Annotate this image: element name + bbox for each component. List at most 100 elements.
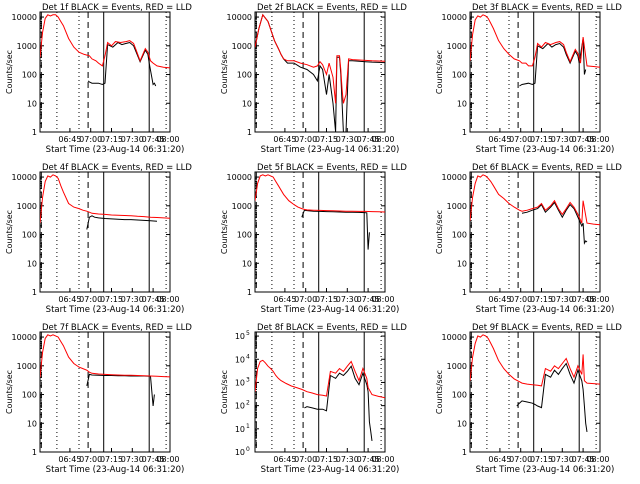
- panel-title: Det 5f BLACK = Events, RED = LLD: [257, 163, 407, 173]
- y-tick-label-exponent: 3: [246, 376, 250, 383]
- plot-frame: [254, 11, 386, 133]
- panel-7: Det 7f BLACK = Events, RED = LLD 1 10 100 10…: [5, 323, 192, 475]
- y-tick-label: 1000: [232, 202, 252, 211]
- x-axis-label: Start Time (23-Aug-14 06:31:20): [261, 305, 400, 315]
- y-tick-label: 1000: [17, 202, 37, 211]
- y-tick-label: 1000: [447, 202, 467, 211]
- y-tick-label: 1000: [232, 42, 252, 51]
- x-axis-label: Start Time (23-Aug-14 06:31:20): [476, 305, 615, 315]
- y-tick-label: 10000: [12, 13, 37, 22]
- x-tick-label: 07:00: [294, 295, 317, 304]
- series-line-events: [521, 201, 588, 245]
- y-tick-label: 10000: [442, 13, 467, 22]
- x-tick-label: 06:45: [273, 455, 296, 464]
- y-tick-label: 1: [462, 128, 467, 137]
- panel-6: Det 6f BLACK = Events, RED = LLD 1 10 100 10…: [435, 163, 622, 315]
- x-tick-label: 07:45: [142, 135, 165, 144]
- y-tick-label: 10: [457, 99, 467, 108]
- x-tick-label: 07:45: [142, 455, 165, 464]
- x-tick-label: 07:15: [315, 135, 338, 144]
- x-tick-label: 07:45: [357, 135, 380, 144]
- x-tick-label: 07:45: [572, 135, 595, 144]
- y-tick-label: 1: [247, 288, 252, 297]
- y-tick-label: 1: [462, 288, 467, 297]
- series-line-lld: [255, 13, 385, 104]
- y-axis-label: Counts/sec: [5, 370, 14, 414]
- y-axis-label: Counts/sec: [220, 210, 229, 254]
- x-tick-label: 07:00: [509, 455, 532, 464]
- x-tick-label: 07:00: [294, 135, 317, 144]
- y-tick-label-exponent: 2: [246, 400, 250, 407]
- y-tick-label: 100: [237, 71, 252, 80]
- x-tick-label: 07:30: [336, 455, 359, 464]
- y-tick-label: 1000: [17, 362, 37, 371]
- y-tick-label: 1: [462, 448, 467, 457]
- series-line-events: [304, 365, 373, 441]
- series-line-events: [516, 362, 588, 432]
- y-tick-label: 10: [242, 259, 252, 268]
- y-tick-label: 10: [27, 259, 37, 268]
- y-tick-label: 10: [27, 99, 37, 108]
- y-tick-label-exponent: 1: [246, 423, 250, 430]
- x-tick-label: 06:45: [58, 135, 81, 144]
- panel-3: Det 3f BLACK = Events, RED = LLD 1 10 100 10…: [435, 3, 622, 155]
- x-tick-label: 07:30: [336, 135, 359, 144]
- plot-frame: [469, 171, 601, 293]
- y-tick-label: 10: [235, 448, 245, 457]
- y-tick-label: 10: [235, 378, 245, 387]
- y-tick-label: 1: [32, 448, 37, 457]
- y-tick-label: 1: [32, 288, 37, 297]
- plot-frame: [469, 11, 601, 133]
- x-tick-label: 07:15: [530, 295, 553, 304]
- y-tick-label: 100: [237, 231, 252, 240]
- series-line-lld: [470, 14, 600, 68]
- y-tick-label: 10: [457, 419, 467, 428]
- panel-title: Det 4f BLACK = Events, RED = LLD: [42, 163, 192, 173]
- y-tick-label: 10: [242, 99, 252, 108]
- y-tick-label: 1: [247, 128, 252, 137]
- x-tick-label: 07:15: [100, 295, 123, 304]
- y-tick-label: 10000: [227, 173, 252, 182]
- x-tick-label: 06:45: [273, 135, 296, 144]
- series-line-lld: [40, 174, 170, 224]
- x-axis-label: Start Time (23-Aug-14 06:31:20): [261, 465, 400, 475]
- x-tick-label: 07:30: [121, 455, 144, 464]
- x-tick-label: 07:00: [79, 135, 102, 144]
- x-tick-label: 08:00: [156, 135, 179, 144]
- x-tick-label: 07:00: [79, 455, 102, 464]
- y-axis-label: Counts/sec: [435, 50, 444, 94]
- x-tick-label: 07:45: [142, 295, 165, 304]
- x-tick-label: 07:30: [551, 455, 574, 464]
- x-tick-label: 06:45: [488, 295, 511, 304]
- x-axis-label: Start Time (23-Aug-14 06:31:20): [46, 145, 185, 155]
- panel-title: Det 8f BLACK = Events, RED = LLD: [257, 323, 407, 333]
- y-tick-label: 10000: [227, 13, 252, 22]
- y-tick-label: 1000: [447, 362, 467, 371]
- x-tick-label: 06:45: [488, 135, 511, 144]
- x-tick-label: 07:00: [294, 455, 317, 464]
- series-line-events: [255, 13, 385, 132]
- y-tick-label: 100: [22, 391, 37, 400]
- y-tick-label-exponent: 4: [246, 353, 250, 360]
- y-tick-label: 10: [235, 332, 245, 341]
- series-line-lld: [255, 359, 385, 399]
- y-tick-label: 10: [27, 419, 37, 428]
- x-tick-label: 07:15: [100, 455, 123, 464]
- x-tick-label: 07:00: [79, 295, 102, 304]
- y-axis-label: Counts/sec: [220, 50, 229, 94]
- series-line-lld: [40, 14, 170, 69]
- y-axis-label: Counts/sec: [435, 210, 444, 254]
- y-tick-label: 10000: [442, 333, 467, 342]
- series-line-events: [301, 209, 370, 250]
- y-axis-label: Counts/sec: [220, 370, 229, 414]
- y-tick-label: 10000: [442, 173, 467, 182]
- x-tick-label: 08:00: [371, 455, 394, 464]
- plot-frame: [39, 11, 171, 133]
- y-tick-label: 100: [22, 71, 37, 80]
- y-tick-label-exponent: 5: [246, 330, 250, 337]
- y-axis-label: Counts/sec: [5, 210, 14, 254]
- x-tick-label: 08:00: [156, 295, 179, 304]
- x-axis-label: Start Time (23-Aug-14 06:31:20): [46, 465, 185, 475]
- x-tick-label: 07:45: [357, 455, 380, 464]
